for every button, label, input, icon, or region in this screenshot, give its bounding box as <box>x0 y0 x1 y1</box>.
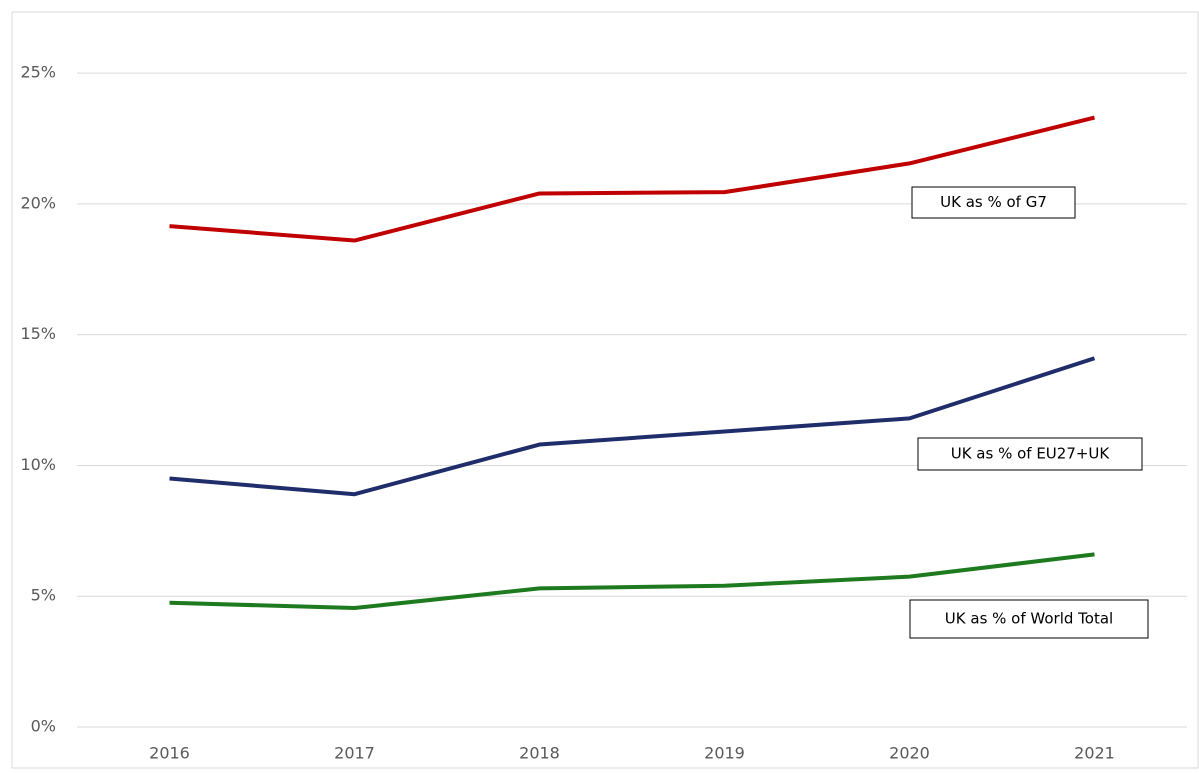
chart-frame <box>11 11 1199 769</box>
x-tick-label: 2019 <box>704 744 745 763</box>
series-line <box>169 356 1096 497</box>
x-tick-label: 2021 <box>1074 744 1115 763</box>
series-label: UK as % of World Total <box>945 610 1113 628</box>
series-line <box>169 552 1095 610</box>
x-tick-label: 2020 <box>889 744 930 763</box>
series-label-box <box>917 437 1143 471</box>
series-label: UK as % of EU27+UK <box>951 445 1111 463</box>
y-tick-label: 25% <box>20 63 56 82</box>
x-tick-label: 2016 <box>149 744 190 763</box>
y-tick-label: 20% <box>20 193 56 212</box>
series-label: UK as % of G7 <box>940 193 1047 211</box>
x-tick-label: 2018 <box>519 744 560 763</box>
series-label-box <box>909 599 1149 639</box>
x-tick-label: 2017 <box>334 744 375 763</box>
series-line <box>169 115 1095 243</box>
y-tick-label: 15% <box>20 324 56 343</box>
y-tick-label: 5% <box>31 586 56 605</box>
y-tick-label: 10% <box>20 455 56 474</box>
series-label-box <box>911 186 1076 219</box>
y-tick-label: 0% <box>31 717 56 736</box>
